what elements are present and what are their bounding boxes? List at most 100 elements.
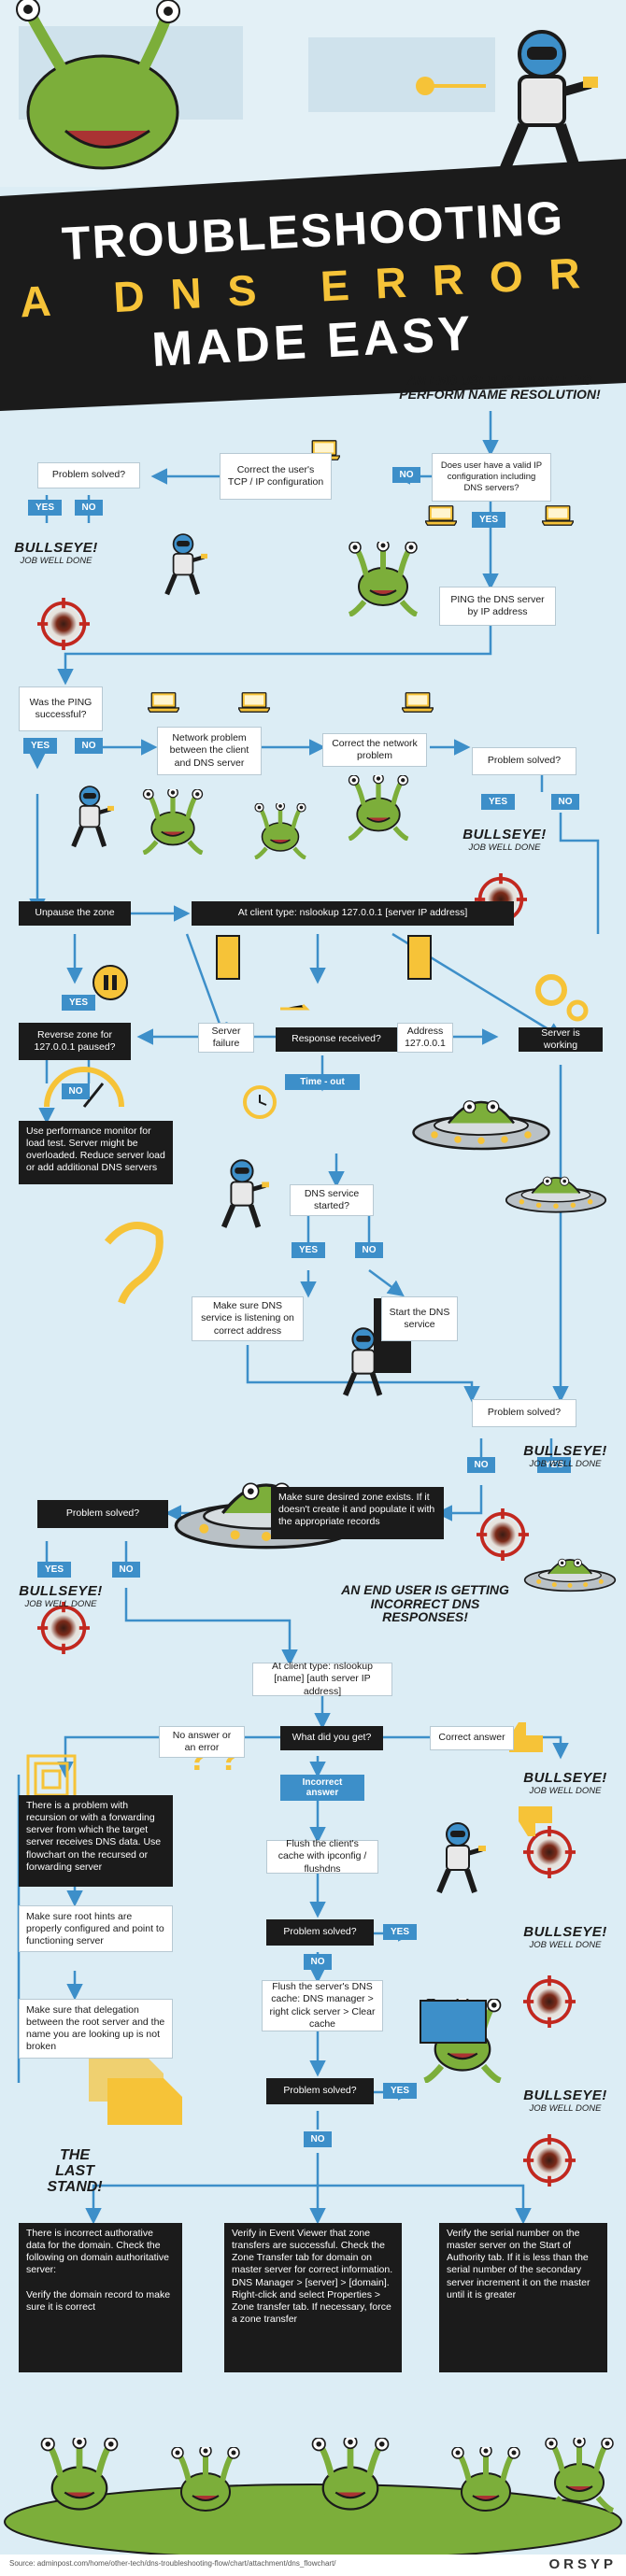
solved-box-3: Problem solved? [472, 1399, 576, 1427]
ping-dns-box: PING the DNS server by IP address [439, 587, 556, 626]
robot-icon [224, 1160, 269, 1227]
last-stand-label: THE LAST STAND! [47, 2147, 103, 2195]
bullseye-subtitle: JOB WELL DONE [468, 842, 541, 853]
no-label: NO [392, 467, 420, 483]
bullseye-title: BULLSEYE! [19, 1583, 103, 1599]
incorrect-banner: AN END USER IS GETTING INCORRECT DNS RES… [341, 1582, 509, 1625]
yes-label: YES [292, 1242, 325, 1258]
start-dns-box: Start the DNS service [381, 1296, 458, 1341]
ping-success-box: Was the PING successful? [19, 686, 103, 731]
recursion-box: There is a problem with recursion or wit… [19, 1795, 173, 1887]
listening-box: Make sure DNS service is listening on co… [192, 1296, 304, 1341]
server-working-box: Server is working [519, 1027, 603, 1052]
solved-box-4: Problem solved? [37, 1500, 168, 1528]
root-hints-box: Make sure root hints are properly config… [19, 1905, 173, 1952]
intro-banner: AN END USER IS UNABLE TO PERFORM NAME RE… [399, 373, 601, 402]
incorrect-auth-box: There is incorrect authorative data for … [19, 2223, 182, 2372]
no-label: NO [75, 738, 103, 754]
bullseye-title: BULLSEYE! [523, 1770, 607, 1786]
perf-monitor-box: Use performance monitor for load test. S… [19, 1121, 173, 1184]
nslookup-box-2: At client type: nslookup [name] [auth se… [252, 1661, 392, 1697]
server-failure-box: Server failure [198, 1023, 254, 1053]
bullseye-title: BULLSEYE! [523, 1443, 607, 1459]
target-icon [37, 598, 90, 650]
header-illustration [0, 0, 626, 187]
address-box: Address 127.0.0.1 [397, 1023, 453, 1053]
target-icon [477, 1508, 529, 1561]
target-icon [523, 1975, 576, 2028]
unpause-box: Unpause the zone [19, 901, 131, 926]
bullseye-2: BULLSEYE! JOB WELL DONE [453, 827, 556, 853]
bullseye-title: BULLSEYE! [462, 827, 547, 842]
flush-client-box: Flush the client's cache with ipconfig /… [266, 1838, 378, 1875]
solved-box-5: Problem solved? [266, 1919, 374, 1946]
bullseye-7: BULLSEYE! JOB WELL DONE [509, 2088, 621, 2114]
target-icon [523, 2134, 576, 2187]
footer-aliens [4, 2436, 622, 2560]
yes-label: YES [537, 1457, 571, 1473]
delegation-box: Make sure that delegation between the ro… [19, 1999, 173, 2059]
no-label: NO [112, 1562, 140, 1578]
bullseye-4: BULLSEYE! JOB WELL DONE [9, 1583, 112, 1609]
title-band [0, 159, 626, 411]
serial-number-box: Verify the serial number on the master s… [439, 2223, 607, 2372]
correct-network-box: Correct the network problem [322, 733, 427, 767]
bullseye-subtitle: JOB WELL DONE [529, 1459, 602, 1469]
alien-icon [144, 787, 203, 853]
network-problem-box: Network problem between the client and D… [157, 727, 262, 775]
bullseye-subtitle: JOB WELL DONE [20, 556, 92, 566]
source-citation: Source: adminpost.com/home/other-tech/dn… [9, 2559, 336, 2568]
bullseye-title: BULLSEYE! [523, 1924, 607, 1940]
yes-label: YES [23, 738, 57, 754]
flush-server-box: Flush the server's DNS cache: DNS manage… [262, 1980, 383, 2031]
ufo-icon [505, 1176, 607, 1213]
bullseye-title: BULLSEYE! [14, 540, 98, 556]
yes-label: YES [62, 995, 95, 1011]
solved-box-6: Problem solved? [266, 2078, 374, 2104]
solved-box-1: Problem solved? [37, 462, 140, 488]
robot-icon [439, 1823, 486, 1892]
no-label: NO [75, 500, 103, 516]
correct-tcp-box: Correct the user's TCP / IP configuratio… [220, 453, 332, 500]
target-icon [37, 1602, 90, 1654]
no-label: NO [467, 1457, 495, 1473]
bullseye-5: BULLSEYE! JOB WELL DONE [509, 1770, 621, 1796]
bullseye-subtitle: JOB WELL DONE [529, 1786, 602, 1796]
response-received-box: Response received? [276, 1027, 397, 1052]
bullseye-6: BULLSEYE! JOB WELL DONE [509, 1924, 621, 1950]
yes-label: YES [472, 512, 505, 528]
yes-label: YES [383, 2083, 417, 2099]
ufo-icon [523, 1558, 617, 1592]
no-label: NO [551, 794, 579, 810]
no-label: NO [304, 2131, 332, 2147]
yes-label: YES [383, 1924, 417, 1940]
correct-answer-box: Correct answer [430, 1726, 514, 1750]
no-answer-box: No answer or an error [159, 1726, 245, 1758]
alien-icon [349, 773, 408, 839]
valid-ip-box: Does user have a valid IP configuration … [432, 453, 551, 502]
reverse-zone-box: Reverse zone for 127.0.0.1 paused? [19, 1023, 131, 1060]
dns-started-box: DNS service started? [290, 1184, 374, 1216]
bullseye-title: BULLSEYE! [523, 2088, 607, 2103]
yes-label: YES [37, 1562, 71, 1578]
robot-icon [167, 534, 207, 594]
alien-icon [349, 540, 417, 615]
bullseye-subtitle: JOB WELL DONE [24, 1599, 97, 1609]
yes-label: YES [481, 794, 515, 810]
yes-label: YES [28, 500, 62, 516]
no-label: NO [304, 1954, 332, 1970]
timeout-label: Time - out [285, 1074, 360, 1090]
bullseye-subtitle: JOB WELL DONE [529, 1940, 602, 1950]
no-label: NO [355, 1242, 383, 1258]
brand-logo: ORSYP [548, 2556, 617, 2572]
bullseye-subtitle: JOB WELL DONE [529, 2103, 602, 2114]
bullseye-3: BULLSEYE! JOB WELL DONE [509, 1443, 621, 1469]
what-get-box: What did you get? [280, 1726, 383, 1750]
bullseye-1: BULLSEYE! JOB WELL DONE [5, 540, 107, 566]
incorrect-answer-label: Incorrect answer [280, 1775, 364, 1801]
zone-exists-box: Make sure desired zone exists. If it doe… [271, 1487, 444, 1539]
alien-icon [255, 802, 306, 858]
solved-box-2: Problem solved? [472, 747, 576, 775]
ufo-icon [412, 1099, 550, 1151]
